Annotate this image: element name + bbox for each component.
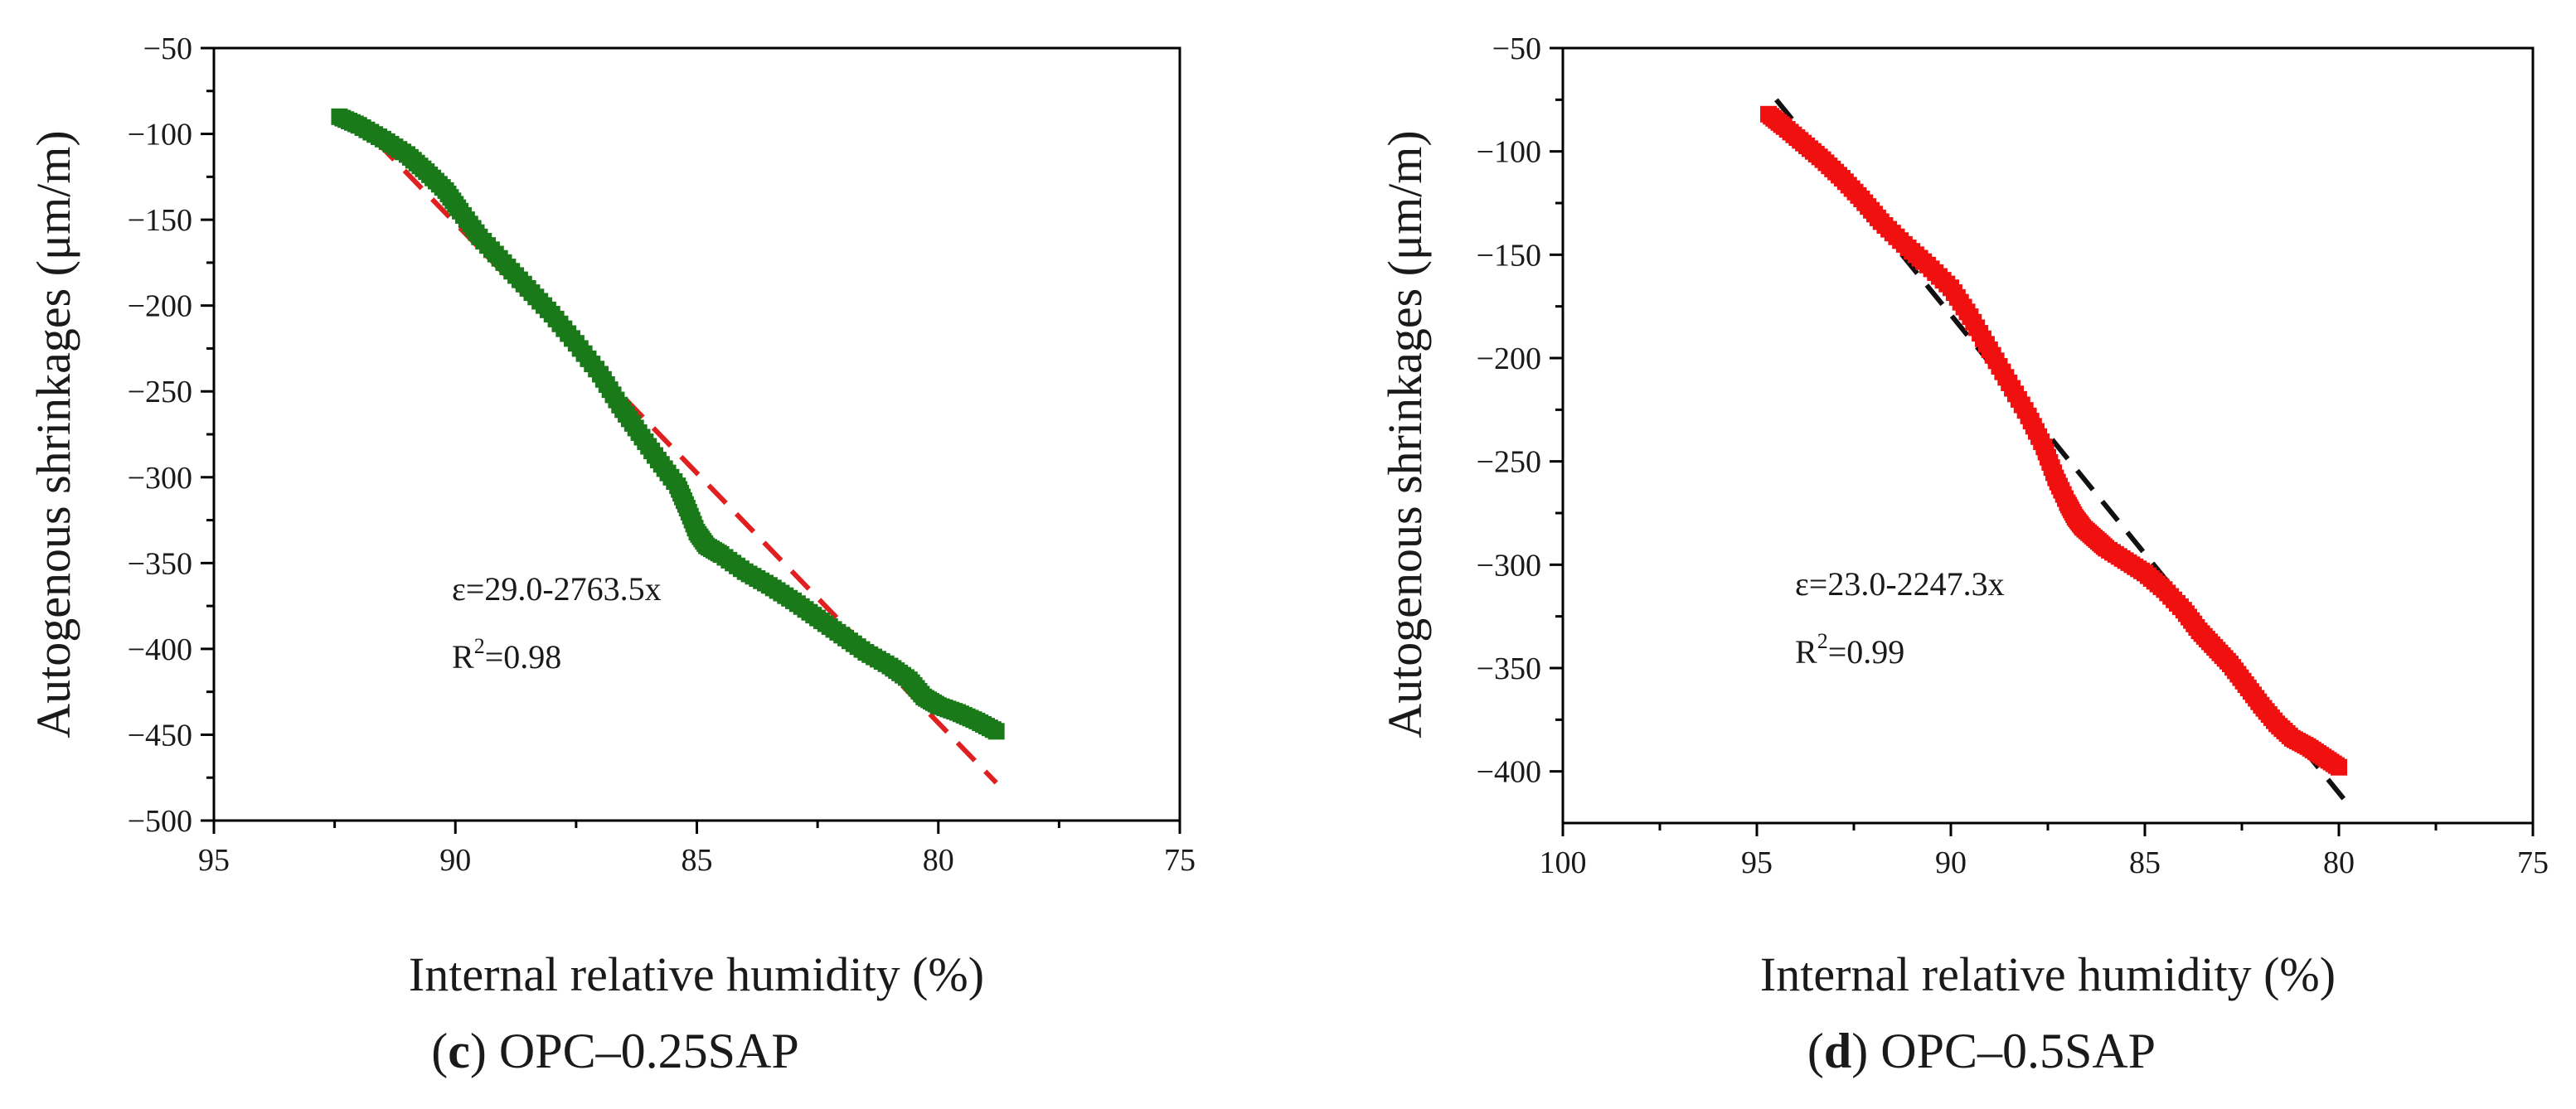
panel-c-plot-frame <box>212 46 1181 822</box>
x-tick-label: 80 <box>2323 845 2355 880</box>
y-tick-label: −50 <box>143 31 192 66</box>
data-point <box>987 723 1005 740</box>
y-tick-label: −200 <box>128 289 192 324</box>
panel-c-r-squared: R2=0.98 <box>452 634 561 676</box>
y-tick-label: −50 <box>1492 31 1541 66</box>
y-tick-label: −450 <box>128 718 192 753</box>
x-tick-label: 95 <box>1741 845 1773 880</box>
x-tick-label: 100 <box>1540 845 1587 880</box>
panel-d: 100 95 90 85 80 75 −50 −100 −150 −200 −250 −300 −35… <box>1378 31 2549 1078</box>
y-tick-label: −400 <box>1477 755 1541 790</box>
x-tick-label: 75 <box>2517 845 2549 880</box>
x-tick-label: 80 <box>923 843 954 878</box>
panel-d-data-points <box>1760 105 2347 776</box>
panel-c-x-axis-title: Internal relative humidity (%) <box>409 947 984 1001</box>
y-tick-label: −300 <box>128 461 192 496</box>
y-tick-label: −350 <box>128 546 192 581</box>
x-tick-label: 85 <box>682 843 713 878</box>
panel-d-y-axis: −50 −100 −150 −200 −250 −300 −350 −400 <box>1477 31 1563 790</box>
x-tick-label: 90 <box>1935 845 1967 880</box>
y-tick-label: −150 <box>1477 238 1541 273</box>
y-tick-label: −150 <box>128 203 192 238</box>
panel-c-x-axis: 95 90 85 80 75 <box>198 821 1196 878</box>
panel-d-fit-line <box>1774 98 2349 804</box>
y-tick-label: −400 <box>128 632 192 667</box>
panel-d-x-axis-title: Internal relative humidity (%) <box>1760 947 2336 1001</box>
y-tick-label: −200 <box>1477 341 1541 376</box>
panel-c-caption: (c) OPC–0.25SAP <box>431 1024 798 1078</box>
panel-c-equation: ε=29.0-2763.5x <box>452 570 662 608</box>
panel-d-x-axis: 100 95 90 85 80 75 <box>1540 823 2549 880</box>
panel-c-y-axis: −50 −100 −150 −200 −250 −300 −350 −400 −450 −500 <box>128 31 214 839</box>
y-tick-label: −300 <box>1477 548 1541 583</box>
data-point <box>2331 758 2347 776</box>
panel-c-data-points <box>331 108 1005 740</box>
x-tick-label: 85 <box>2129 845 2161 880</box>
panel-d-equation: ε=23.0-2247.3x <box>1795 565 2005 603</box>
panel-c: 95 90 85 80 75 −50 −100 −150 −200 −250 −300 −350 −4… <box>27 31 1196 1078</box>
x-tick-label: 95 <box>198 843 230 878</box>
panel-d-y-axis-title: Autogenous shrinkages (μm/m) <box>1378 130 1432 738</box>
panel-c-y-axis-title: Autogenous shrinkages (μm/m) <box>27 130 80 738</box>
y-tick-label: −350 <box>1477 651 1541 686</box>
panel-d-caption: (d) OPC–0.5SAP <box>1807 1024 2156 1078</box>
y-tick-label: −250 <box>128 375 192 409</box>
y-tick-label: −100 <box>128 118 192 153</box>
y-tick-label: −100 <box>1477 135 1541 170</box>
y-tick-label: −250 <box>1477 445 1541 480</box>
x-tick-label: 75 <box>1164 843 1196 878</box>
panel-d-r-squared: R2=0.99 <box>1795 629 1904 671</box>
x-tick-label: 90 <box>439 843 471 878</box>
y-tick-label: −500 <box>128 804 192 839</box>
